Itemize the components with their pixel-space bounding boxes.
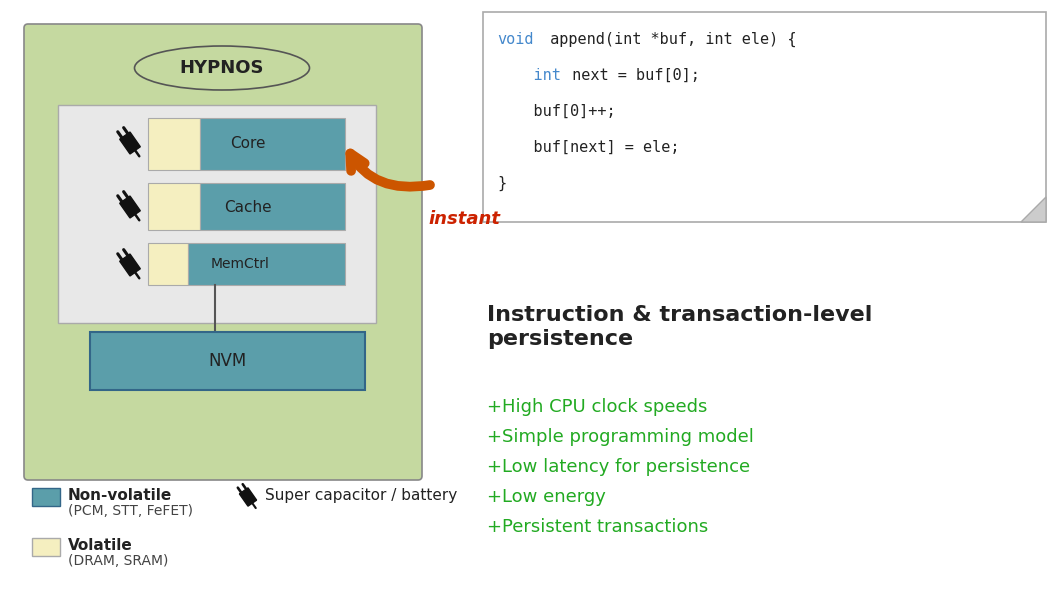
Bar [90, 332, 365, 390]
FancyBboxPatch shape [24, 24, 422, 480]
Bar [484, 12, 1046, 222]
Text: append(int *buf, int ele) {: append(int *buf, int ele) { [541, 32, 797, 47]
Text: instant: instant [428, 210, 500, 228]
Text: Core: Core [231, 137, 266, 151]
Text: Cache: Cache [224, 200, 272, 215]
Text: buf[0]++;: buf[0]++; [497, 104, 616, 119]
Text: NVM: NVM [208, 352, 248, 370]
Text: int: int [497, 68, 561, 83]
Text: }: } [497, 176, 506, 191]
Text: +Persistent transactions: +Persistent transactions [487, 518, 708, 536]
FancyBboxPatch shape [58, 105, 376, 323]
Polygon shape [120, 132, 141, 154]
Polygon shape [120, 196, 141, 218]
Text: (PCM, STT, FeFET): (PCM, STT, FeFET) [68, 504, 193, 518]
Bar [200, 183, 345, 230]
Bar [32, 538, 60, 556]
Text: +Low energy: +Low energy [487, 488, 606, 506]
Text: void: void [497, 32, 533, 47]
Text: Instruction & transaction-level
persistence: Instruction & transaction-level persiste… [487, 305, 873, 349]
Bar [32, 488, 60, 506]
Bar [148, 243, 188, 285]
Polygon shape [120, 254, 141, 276]
Ellipse shape [134, 46, 310, 90]
Text: HYPNOS: HYPNOS [180, 59, 264, 77]
Polygon shape [239, 488, 257, 506]
Text: MemCtrl: MemCtrl [211, 257, 270, 271]
Text: next = buf[0];: next = buf[0]; [563, 68, 700, 83]
Text: Volatile: Volatile [68, 538, 132, 553]
Bar [148, 118, 200, 170]
Text: +Low latency for persistence: +Low latency for persistence [487, 458, 750, 476]
Text: +Simple programming model: +Simple programming model [487, 428, 754, 446]
Text: Super capacitor / battery: Super capacitor / battery [264, 488, 457, 503]
Bar [188, 243, 345, 285]
Text: (DRAM, SRAM): (DRAM, SRAM) [68, 554, 168, 568]
Polygon shape [1021, 197, 1046, 222]
Text: buf[next] = ele;: buf[next] = ele; [497, 140, 679, 155]
Bar [200, 118, 345, 170]
Text: +High CPU clock speeds: +High CPU clock speeds [487, 398, 708, 416]
Bar [148, 183, 200, 230]
Text: Non-volatile: Non-volatile [68, 488, 172, 503]
